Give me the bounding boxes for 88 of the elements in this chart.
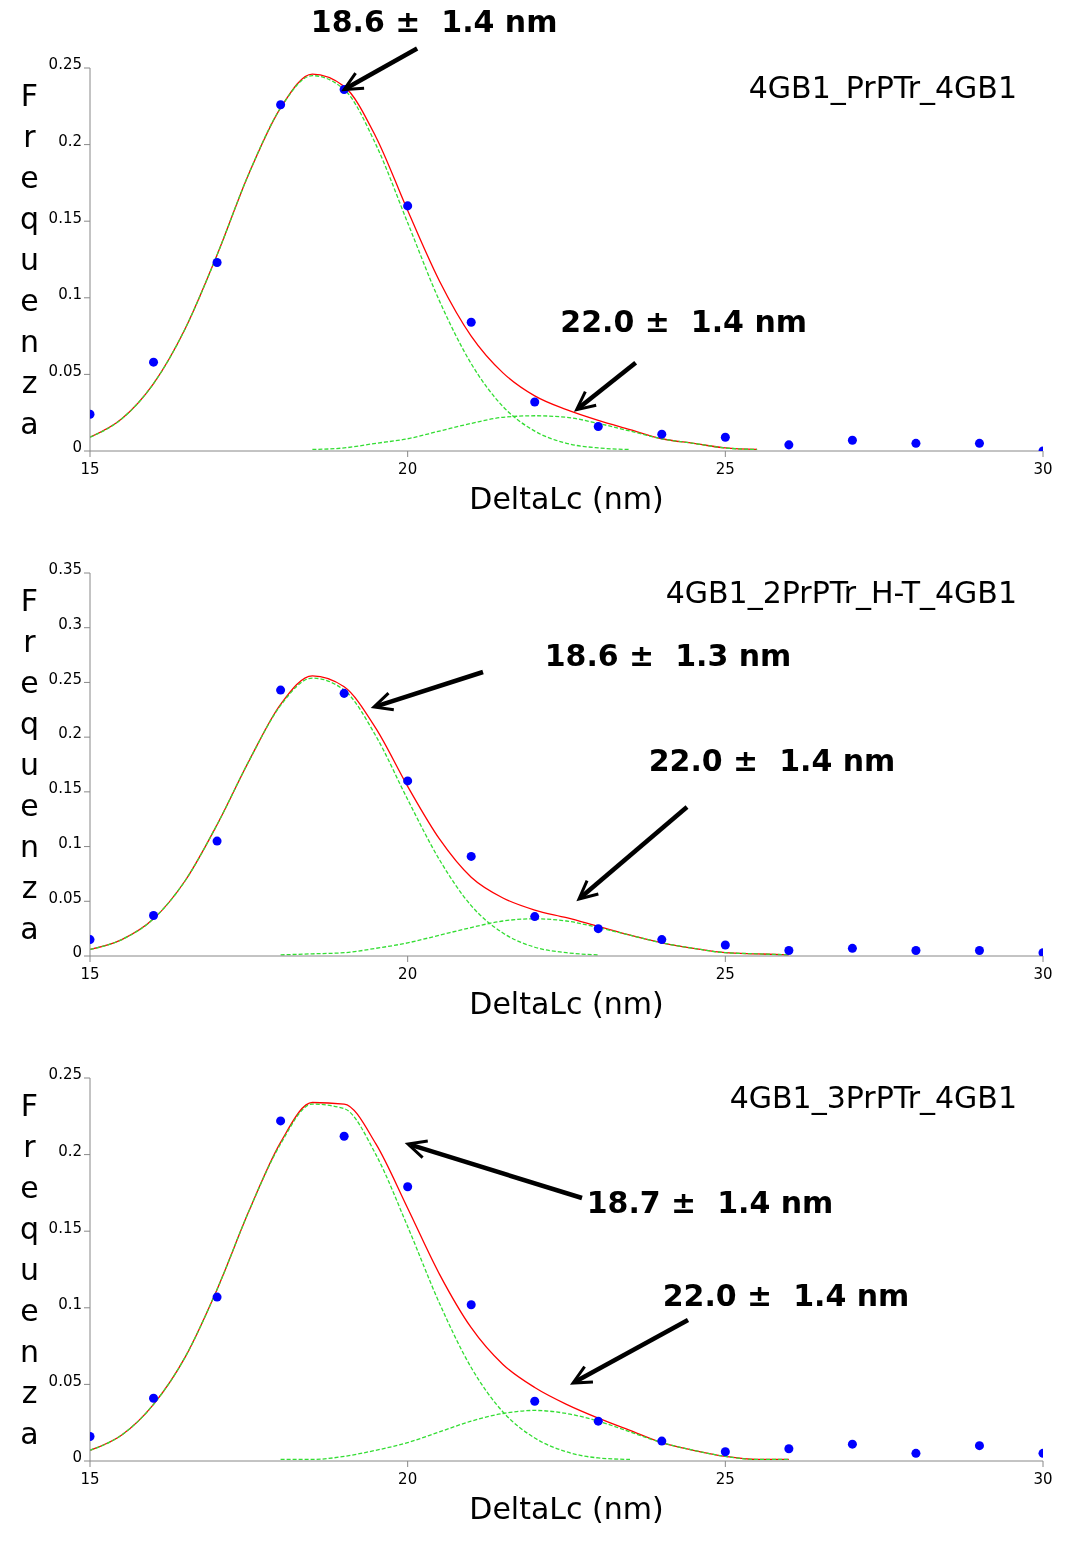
point: [276, 685, 286, 695]
y-tick-label: 0: [72, 1448, 82, 1467]
y-tick-label: 0.25: [48, 1065, 82, 1084]
point: [149, 357, 159, 367]
point: [657, 1436, 667, 1446]
point: [847, 435, 857, 445]
annotation: 18.6 ± 1.4 nm: [310, 3, 558, 39]
point: [530, 397, 540, 407]
point: [911, 1448, 921, 1458]
point: [784, 1444, 794, 1454]
x-tick-label: 30: [1033, 1469, 1053, 1488]
point: [149, 911, 159, 921]
point: [403, 776, 413, 786]
y-tick-label: 0: [72, 943, 82, 962]
point: [911, 438, 921, 448]
point: [466, 317, 476, 327]
point: [466, 1300, 476, 1310]
point: [403, 201, 413, 211]
point: [276, 1116, 286, 1126]
y-tick-label: 0.15: [48, 208, 82, 227]
x-axis-title: DeltaLc (nm): [469, 481, 664, 516]
y-tick-label: 0.05: [48, 361, 82, 380]
x-tick-label: 25: [715, 964, 735, 983]
chart-title: 4GB1_2PrPTr_H-T_4GB1: [665, 575, 1017, 610]
y-tick-label: 0.3: [58, 615, 82, 634]
y-tick-label: 0.1: [58, 1295, 82, 1314]
y-tick-label: 0.15: [48, 1218, 82, 1237]
x-tick-label: 20: [398, 459, 418, 478]
y-tick-label: 0.05: [48, 1371, 82, 1390]
point: [212, 1292, 222, 1302]
y-axis-title: Frequenza: [12, 583, 47, 952]
chart-title: 4GB1_PrPTr_4GB1: [748, 70, 1017, 105]
point: [784, 946, 794, 956]
point: [339, 688, 349, 698]
point: [403, 1182, 413, 1192]
point: [593, 1416, 603, 1426]
y-tick-label: 0.1: [58, 833, 82, 852]
point: [593, 421, 603, 431]
x-tick-label: 20: [398, 1469, 418, 1488]
point: [149, 1393, 159, 1403]
y-axis-title: Frequenza: [12, 1088, 47, 1457]
y-tick-label: 0.2: [58, 131, 82, 150]
point: [466, 851, 476, 861]
point: [974, 946, 984, 956]
point: [720, 940, 730, 950]
y-tick-label: 0.05: [48, 888, 82, 907]
annotation: 18.7 ± 1.4 nm: [586, 1184, 834, 1220]
x-tick-label: 25: [715, 1469, 735, 1488]
point: [784, 440, 794, 450]
point: [974, 438, 984, 448]
y-tick-label: 0: [72, 438, 82, 457]
y-tick-label: 0.2: [58, 1141, 82, 1160]
point: [720, 432, 730, 442]
y-tick-label: 0.35: [48, 560, 82, 579]
point: [212, 258, 222, 268]
y-tick-label: 0.2: [58, 724, 82, 743]
y-axis-title: Frequenza: [12, 78, 47, 447]
x-tick-label: 15: [80, 459, 100, 478]
point: [847, 943, 857, 953]
point: [593, 924, 603, 934]
annotation: 22.0 ± 1.4 nm: [648, 742, 896, 778]
point: [212, 836, 222, 846]
y-tick-label: 0.25: [48, 669, 82, 688]
point: [657, 429, 667, 439]
x-axis-title: DeltaLc (nm): [469, 986, 664, 1021]
y-tick-label: 0.25: [48, 55, 82, 74]
point: [720, 1447, 730, 1457]
x-tick-label: 25: [715, 459, 735, 478]
x-tick-label: 30: [1033, 964, 1053, 983]
point: [657, 935, 667, 945]
point: [974, 1441, 984, 1451]
x-tick-label: 15: [80, 964, 100, 983]
annotation: 18.6 ± 1.3 nm: [544, 637, 792, 673]
x-tick-label: 15: [80, 1469, 100, 1488]
point: [847, 1439, 857, 1449]
y-tick-label: 0.1: [58, 285, 82, 304]
annotation: 22.0 ± 1.4 nm: [662, 1277, 910, 1313]
x-axis-title: DeltaLc (nm): [469, 1491, 664, 1526]
point: [276, 100, 286, 110]
x-tick-label: 30: [1033, 459, 1053, 478]
point: [339, 1131, 349, 1141]
point: [530, 912, 540, 922]
y-tick-label: 0.15: [48, 779, 82, 798]
annotation: 22.0 ± 1.4 nm: [560, 304, 808, 340]
point: [911, 946, 921, 956]
point: [530, 1396, 540, 1406]
chart-title: 4GB1_3PrPTr_4GB1: [729, 1080, 1017, 1115]
x-tick-label: 20: [398, 964, 418, 983]
